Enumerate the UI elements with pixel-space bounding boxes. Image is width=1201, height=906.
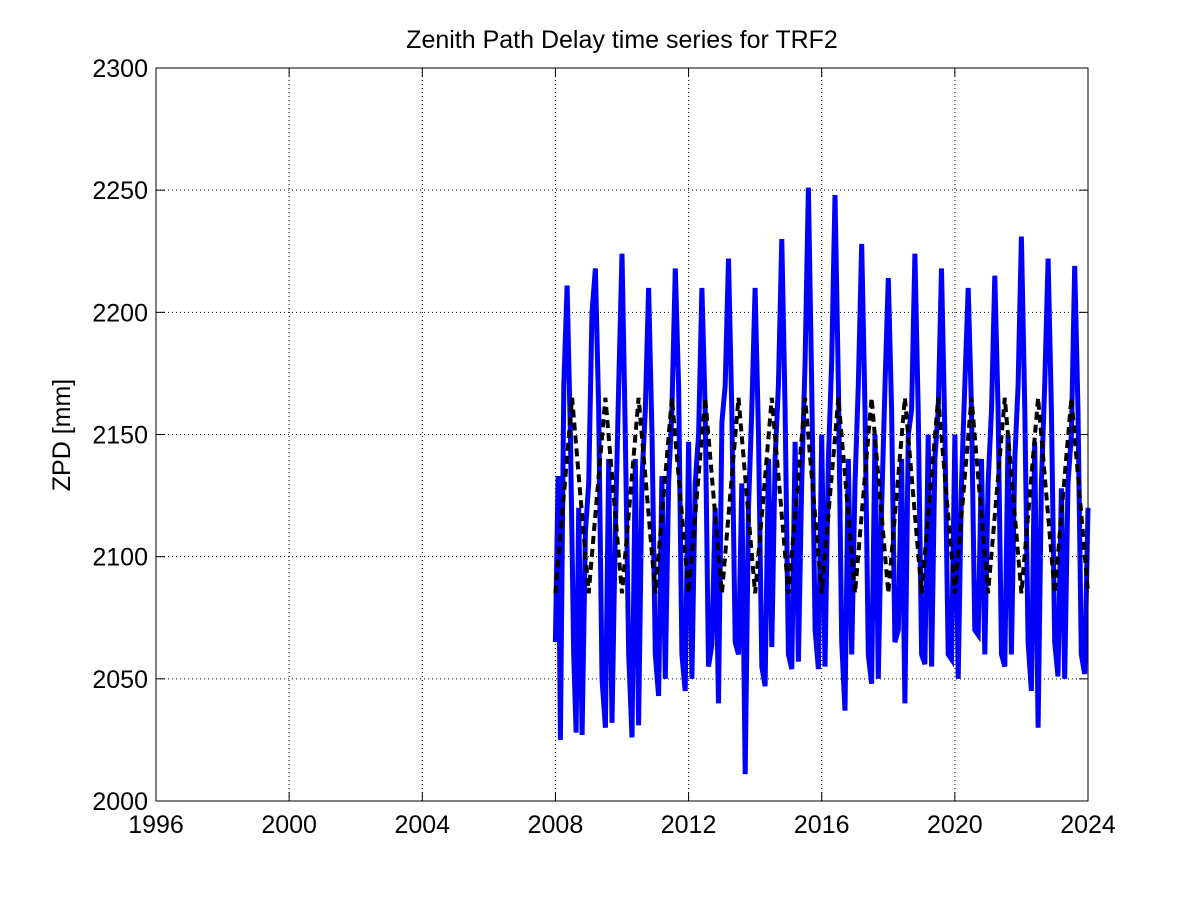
chart-title: Zenith Path Delay time series for TRF2 — [406, 26, 838, 54]
y-tick-label: 2100 — [92, 544, 148, 572]
y-tick-label: 2050 — [92, 666, 148, 694]
x-tick-label: 2004 — [394, 811, 450, 839]
x-tick-label: 2008 — [528, 811, 584, 839]
y-tick-label: 2250 — [92, 177, 148, 205]
y-axis-label: ZPD [mm] — [48, 379, 76, 492]
y-tick-label: 2300 — [92, 55, 148, 83]
y-tick-label: 2150 — [92, 422, 148, 450]
x-tick-label: 2012 — [661, 811, 717, 839]
y-tick-label: 2200 — [92, 299, 148, 327]
x-tick-label: 2016 — [794, 811, 850, 839]
x-tick-label: 2000 — [261, 811, 317, 839]
x-tick-label: 2024 — [1060, 811, 1116, 839]
x-tick-label: 2020 — [927, 811, 983, 839]
y-tick-label: 2000 — [92, 788, 148, 816]
